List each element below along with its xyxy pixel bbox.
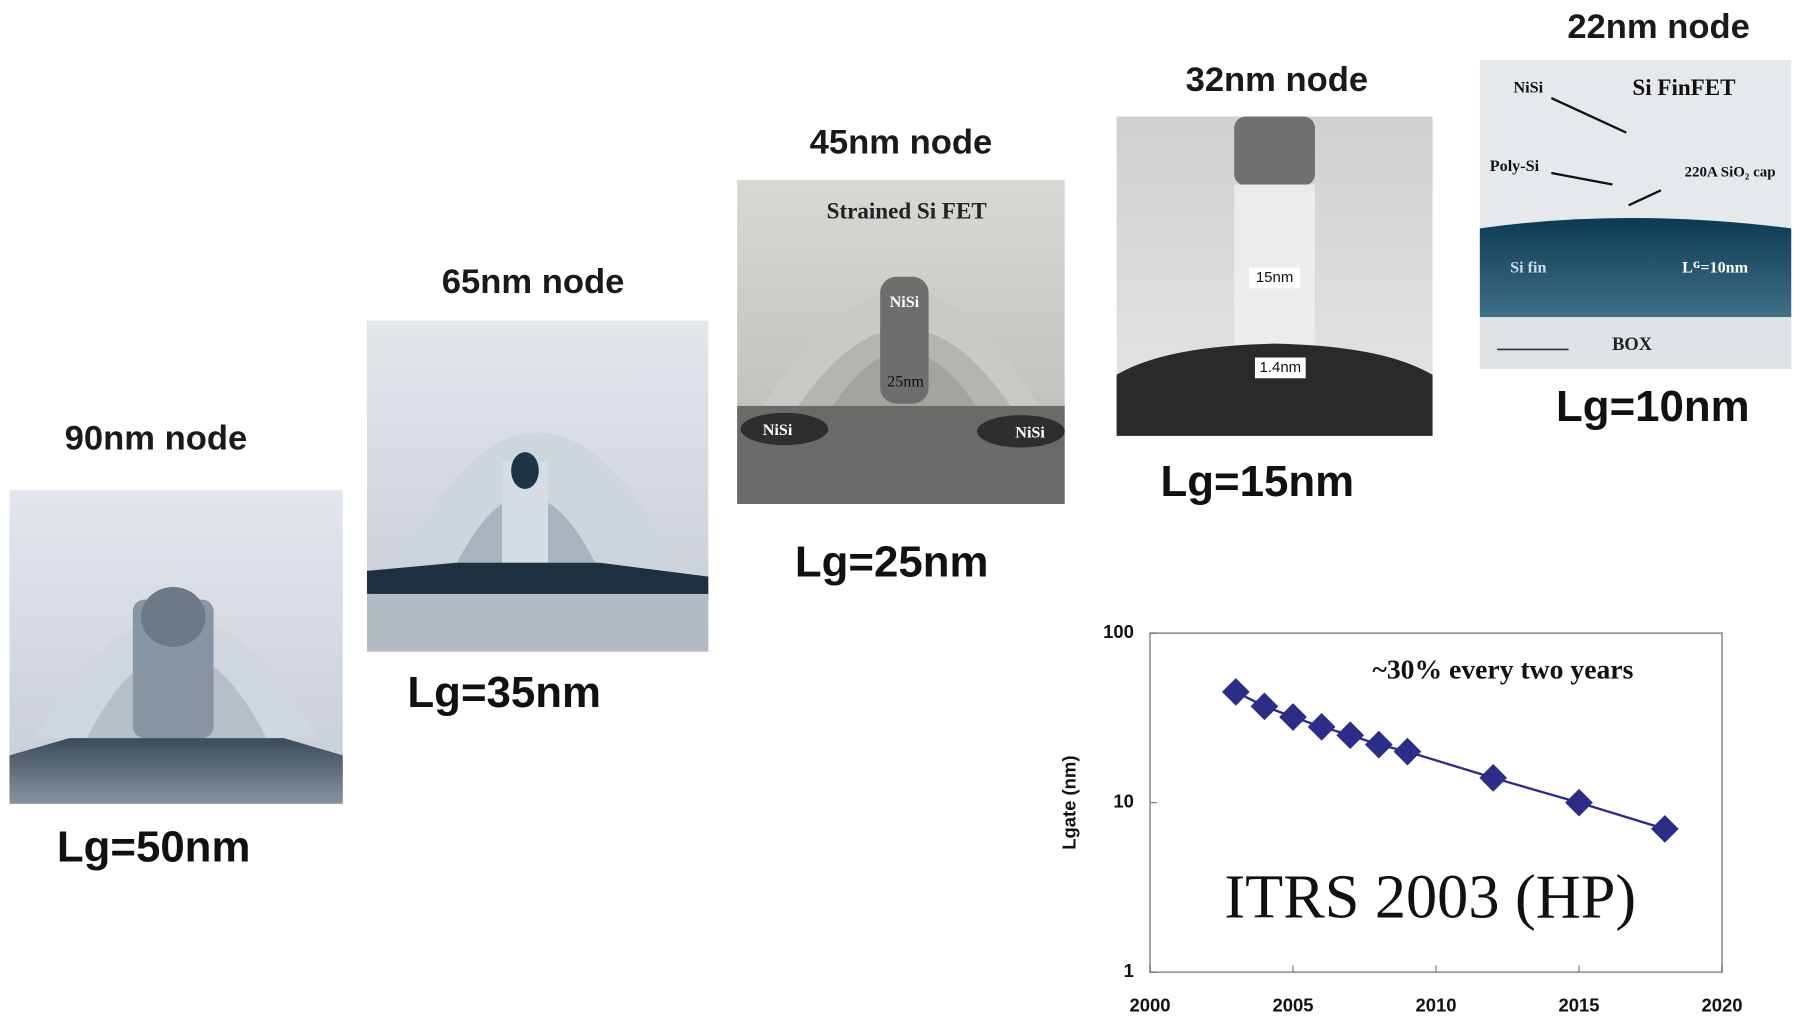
x-tick-label: 2000 [1130,995,1171,1016]
node-title: 90nm node [65,420,248,458]
gate-length: Lg=35nm [407,668,601,717]
annotation: ~30% every two years [1372,654,1633,685]
y-tick-label: 10 [1113,791,1134,812]
y-tick-label: 1 [1124,960,1134,981]
image-label: Poly-Si [1490,158,1540,175]
tem-image-65 [367,321,708,652]
node-title: 22nm node [1567,8,1750,46]
image-label: NiSi [763,422,793,439]
image-label: BOX [1612,334,1653,354]
gate-length: Lg=25nm [795,538,989,587]
annotation: ITRS 2003 (HP) [1224,863,1636,931]
x-tick-label: 2020 [1702,995,1743,1016]
image-label: NiSi [1015,424,1045,441]
gate-length: Lg=10nm [1556,382,1750,431]
node-title: 45nm node [810,123,993,161]
image-label: Si fin [1510,259,1546,276]
page: 90nm node Lg=50nm 65nm node Lg=35nm 45nm nod… [0,0,1803,1016]
x-tick-label: 2010 [1416,995,1457,1016]
y-axis-label: Lgate (nm) [1058,756,1079,850]
image-label: Strained Si FET [827,198,988,224]
tem-image-45 [737,180,1065,504]
image-label: 15nm [1256,269,1293,286]
image-label: 1.4nm [1260,359,1302,376]
image-label: 220A SiO₂ cap [1685,164,1776,180]
image-label: 25nm [887,374,924,391]
y-tick-label: 100 [1103,621,1134,642]
image-label: NiSi [1513,80,1543,97]
node-title: 65nm node [442,263,625,301]
gate-length: Lg=50nm [57,823,251,872]
tem-image-22 [1480,60,1791,369]
image-label: NiSi [890,294,920,311]
node-title: 32nm node [1186,61,1369,99]
image-label: Si FinFET [1632,74,1736,100]
image-label: Lᴳ=10nm [1682,259,1749,276]
figure: 90nm node Lg=50nm 65nm node Lg=35nm 45nm nod… [0,0,1803,1016]
x-tick-label: 2015 [1559,995,1600,1016]
tem-image-90 [9,490,342,804]
gate-length: Lg=15nm [1160,457,1354,506]
x-tick-label: 2005 [1273,995,1314,1016]
